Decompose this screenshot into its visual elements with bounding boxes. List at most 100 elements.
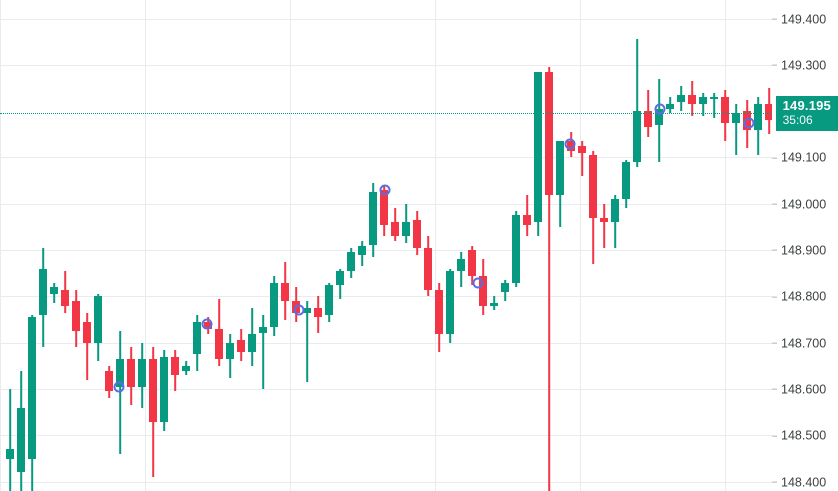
candlestick-bullish [336, 0, 344, 491]
candle-body [248, 333, 256, 353]
candle-body [336, 270, 344, 285]
candlestick-bearish [83, 0, 91, 491]
candle-body [50, 287, 58, 295]
candle-body [655, 108, 663, 126]
candle-body [589, 155, 597, 218]
candle-body [501, 282, 509, 292]
candlestick-bearish [281, 0, 289, 491]
signal-marker-circle[interactable] [113, 381, 125, 393]
horizontal-gridline [0, 389, 772, 391]
candle-body [633, 111, 641, 163]
candlestick-bullish [534, 0, 542, 491]
price-tick-label: 148.900 [781, 243, 827, 258]
candlestick-bullish [732, 0, 740, 491]
candlestick-bullish [39, 0, 47, 491]
horizontal-gridline [0, 481, 772, 483]
candle-wick [713, 92, 715, 119]
candle-body [435, 289, 443, 334]
tick-dash-icon [772, 342, 777, 344]
candlestick-bullish [556, 0, 564, 491]
signal-marker-circle[interactable] [201, 318, 213, 330]
horizontal-gridline [0, 435, 772, 437]
candlestick-bearish [435, 0, 443, 491]
candlestick-bearish [721, 0, 729, 491]
candle-body [83, 321, 91, 343]
vertical-gridline [290, 0, 291, 491]
candlestick-bullish [666, 0, 674, 491]
candle-wick [702, 92, 704, 116]
candle-body [369, 192, 377, 246]
candlestick-bullish [402, 0, 410, 491]
candlestick-bullish [138, 0, 146, 491]
candlestick-plot-area[interactable] [0, 0, 772, 491]
horizontal-gridline [0, 250, 772, 252]
candle-body [72, 301, 80, 332]
price-tick-label: 148.800 [781, 289, 827, 304]
candlestick-bullish [358, 0, 366, 491]
candle-body [721, 97, 729, 123]
candle-body [171, 356, 179, 376]
candlestick-bullish [248, 0, 256, 491]
price-line-layer [0, 113, 772, 115]
vertical-gridline [725, 0, 726, 491]
vertical-gridline [580, 0, 581, 491]
candlestick-bearish [127, 0, 135, 491]
candle-body [237, 340, 245, 353]
candle-body [127, 358, 135, 387]
candle-body [732, 113, 740, 123]
candlestick-bullish [457, 0, 465, 491]
candle-wick [493, 296, 495, 311]
candle-body [490, 303, 498, 306]
signal-marker-circle[interactable] [743, 117, 755, 129]
candlestick-bearish [424, 0, 432, 491]
candle-body [402, 222, 410, 237]
candlestick-bullish [325, 0, 333, 491]
candle-body [677, 94, 685, 102]
signal-marker-circle[interactable] [293, 304, 305, 316]
horizontal-gridline [0, 342, 772, 344]
candlestick-bullish [182, 0, 190, 491]
horizontal-gridline [0, 18, 772, 20]
candle-body [622, 162, 630, 200]
signal-marker-circle[interactable] [379, 184, 391, 196]
signal-marker-circle[interactable] [472, 277, 484, 289]
candle-body [391, 222, 399, 237]
candlestick-bearish [314, 0, 322, 491]
candlestick-bearish [72, 0, 80, 491]
candle-body [644, 111, 652, 128]
candlestick-bearish [479, 0, 487, 491]
horizontal-gridline [0, 296, 772, 298]
candle-body [754, 104, 762, 130]
tick-dash-icon [772, 157, 777, 159]
candlestick-bearish [688, 0, 696, 491]
price-tick: 148.800 [772, 289, 838, 304]
candlestick-bullish [193, 0, 201, 491]
candle-body [413, 220, 421, 248]
price-tick: 148.400 [772, 474, 838, 489]
candle-wick [636, 39, 638, 167]
price-scale[interactable]: 149.400 149.300 149.100 149.000 148.900 148.8… [772, 0, 838, 491]
price-tick-label: 149.100 [781, 150, 827, 165]
price-tick-label: 149.400 [781, 11, 827, 26]
signal-marker-circle[interactable] [564, 138, 576, 150]
current-price-value: 149.195 [782, 97, 831, 113]
candle-body [94, 296, 102, 343]
candle-body [270, 282, 278, 327]
horizontal-gridline [0, 157, 772, 159]
candlestick-bullish [94, 0, 102, 491]
current-price-line [0, 113, 772, 115]
price-tick: 149.000 [772, 196, 838, 211]
signal-marker-circle[interactable] [654, 103, 666, 115]
candlestick-bullish [28, 0, 36, 491]
candle-body [765, 104, 772, 121]
candlestick-bearish [149, 0, 157, 491]
candle-body [358, 245, 366, 255]
candlestick-bearish [380, 0, 388, 491]
candlestick-bullish [512, 0, 520, 491]
candlestick-bearish [413, 0, 421, 491]
candle-body [424, 247, 432, 290]
candlestick-bearish [644, 0, 652, 491]
candle-body [149, 358, 157, 422]
candle-body [281, 282, 289, 302]
